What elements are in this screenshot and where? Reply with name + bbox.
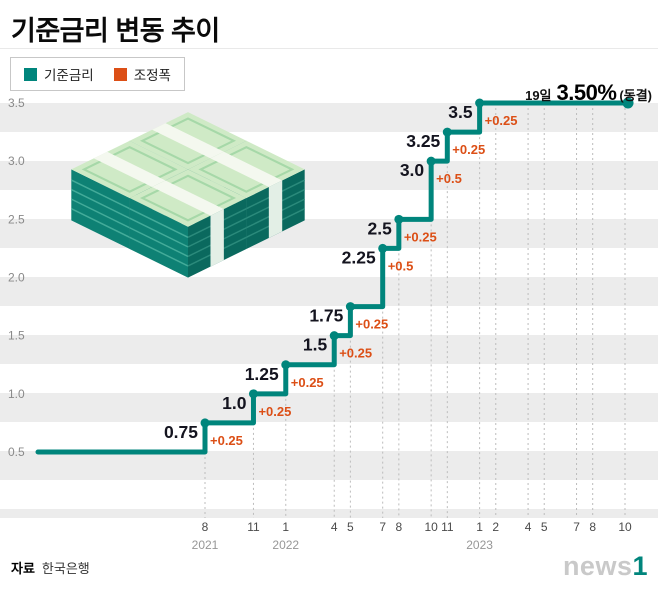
month-tick-label: 5 [541, 520, 548, 534]
month-tick-label: 1 [282, 520, 289, 534]
rate-value-label: 3.0 [400, 160, 425, 180]
source-label: 자료 [11, 561, 35, 576]
month-tick-label: 10 [618, 520, 632, 534]
rate-value-label: 1.75 [309, 306, 343, 326]
news1-logo: news1 [563, 551, 648, 582]
rate-point-dot [248, 389, 258, 399]
month-tick-label: 10 [424, 520, 438, 534]
latest-rate-annotation: 19일 3.50% (동결) [525, 80, 652, 106]
news1-logo-text: news [562, 551, 633, 581]
y-axis-tick-label: 3.0 [8, 154, 25, 168]
rate-value-label: 3.25 [406, 131, 440, 151]
page-title: 기준금리 변동 추이 [11, 16, 220, 46]
month-tick-label: 1 [476, 520, 483, 534]
month-tick-label: 4 [525, 520, 532, 534]
month-tick-label: 4 [331, 520, 338, 534]
source-note: 자료 한국은행 [11, 558, 90, 577]
rate-change-label: +0.25 [452, 142, 485, 157]
year-label: 2022 [272, 538, 299, 552]
y-axis-tick-label: 2.5 [8, 212, 25, 226]
legend-rate-label: 기준금리 [44, 68, 94, 83]
y-axis-tick-label: 0.5 [8, 445, 25, 459]
rate-change-label: +0.25 [291, 375, 324, 390]
rate-point-dot [345, 302, 355, 312]
month-tick-label: 8 [202, 520, 209, 534]
rate-point-dot [281, 360, 291, 370]
rate-value-label: 1.5 [303, 335, 328, 355]
rate-value-label: 3.5 [448, 102, 473, 122]
rate-value-label: 2.25 [342, 247, 376, 267]
rate-value-label: 1.25 [245, 364, 279, 384]
month-tick-label: 8 [396, 520, 403, 534]
change-legend-swatch-icon [113, 67, 127, 81]
latest-point-dot [622, 97, 634, 109]
rate-point-dot [426, 156, 436, 166]
month-tick-label: 11 [247, 520, 260, 534]
rate-change-label: +0.25 [355, 317, 388, 332]
legend-change-label: 조정폭 [133, 68, 171, 83]
annotation-date: 19일 [525, 88, 552, 103]
rate-point-dot [329, 331, 339, 341]
rate-change-label: +0.25 [258, 404, 291, 419]
rate-value-label: 0.75 [164, 422, 198, 442]
rate-change-label: +0.25 [339, 346, 372, 361]
rate-change-label: +0.5 [388, 258, 414, 273]
legend-item-rate: 기준금리 [24, 64, 94, 84]
rate-point-dot [394, 214, 404, 224]
rate-change-label: +0.25 [404, 229, 437, 244]
month-tick-label: 8 [589, 520, 596, 534]
month-tick-label: 5 [347, 520, 354, 534]
rate-point-dot [442, 127, 452, 137]
rate-step-line [35, 100, 634, 455]
rate-point-dot [475, 98, 485, 108]
rate-point-dot [378, 243, 388, 253]
month-tick-label: 11 [441, 520, 454, 534]
rate-change-label: +0.5 [436, 171, 462, 186]
y-axis-tick-label: 1.5 [8, 329, 25, 343]
annotation-note: (동결) [619, 88, 652, 103]
rate-point-dot [200, 418, 210, 428]
source-value: 한국은행 [41, 561, 90, 576]
month-tick-label: 2 [492, 520, 499, 534]
rate-legend-swatch-icon [24, 67, 37, 81]
title-divider [0, 48, 658, 49]
news1-logo-accent: 1 [632, 551, 648, 581]
y-axis-tick-label: 1.0 [8, 387, 25, 401]
rate-change-label: +0.25 [210, 433, 243, 448]
month-tick-label: 7 [573, 520, 580, 534]
year-label: 2023 [466, 538, 493, 552]
y-axis-tick-label: 2.0 [8, 271, 25, 285]
legend-item-change: 조정폭 [113, 64, 171, 84]
legend: 기준금리 조정폭 [10, 57, 185, 91]
rate-change-label: +0.25 [485, 113, 518, 128]
rate-value-label: 1.0 [222, 393, 247, 413]
year-label: 2021 [192, 538, 219, 552]
rate-value-label: 2.5 [368, 218, 393, 238]
annotation-value: 3.50% [556, 80, 617, 105]
month-tick-label: 7 [379, 520, 386, 534]
y-axis-tick-label: 3.5 [8, 96, 25, 110]
